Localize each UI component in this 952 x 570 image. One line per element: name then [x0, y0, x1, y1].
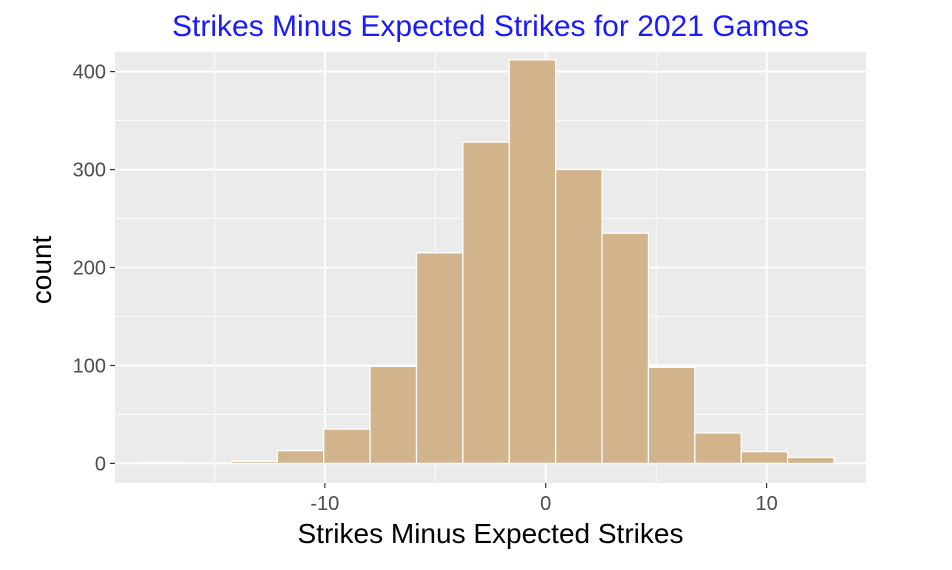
histogram-bar: [601, 232, 650, 465]
histogram-bar: [694, 432, 742, 465]
histogram-bar: [555, 168, 603, 465]
histogram-bar: [137, 461, 186, 465]
y-tick-label: 100: [73, 355, 106, 377]
histogram-bar: [508, 59, 557, 465]
histogram-bar: [462, 141, 510, 465]
y-tick-label: 400: [73, 62, 106, 84]
histogram-bar: [323, 428, 371, 465]
histogram-bar: [369, 365, 418, 465]
histogram-bars: [137, 59, 835, 465]
histogram-bar: [415, 252, 464, 465]
x-tick-label: 10: [755, 493, 777, 515]
y-tick-label: 200: [73, 258, 106, 280]
x-axis-label: Strikes Minus Expected Strikes: [297, 518, 684, 549]
histogram-bar: [740, 451, 789, 465]
histogram-bar: [647, 366, 696, 465]
histogram-bar: [786, 456, 835, 465]
y-tick-label: 300: [73, 160, 106, 182]
histogram-bar: [230, 460, 278, 465]
histogram-bar: [276, 450, 325, 465]
y-axis-label: count: [26, 235, 57, 305]
y-tick-label: 0: [95, 453, 106, 475]
x-tick-label: 0: [540, 493, 551, 515]
x-tick-label: -10: [310, 493, 339, 515]
chart-title: Strikes Minus Expected Strikes for 2021 …: [172, 10, 809, 43]
axis-ticks: 0 100 200 300 400 -10 0 10: [73, 62, 778, 515]
